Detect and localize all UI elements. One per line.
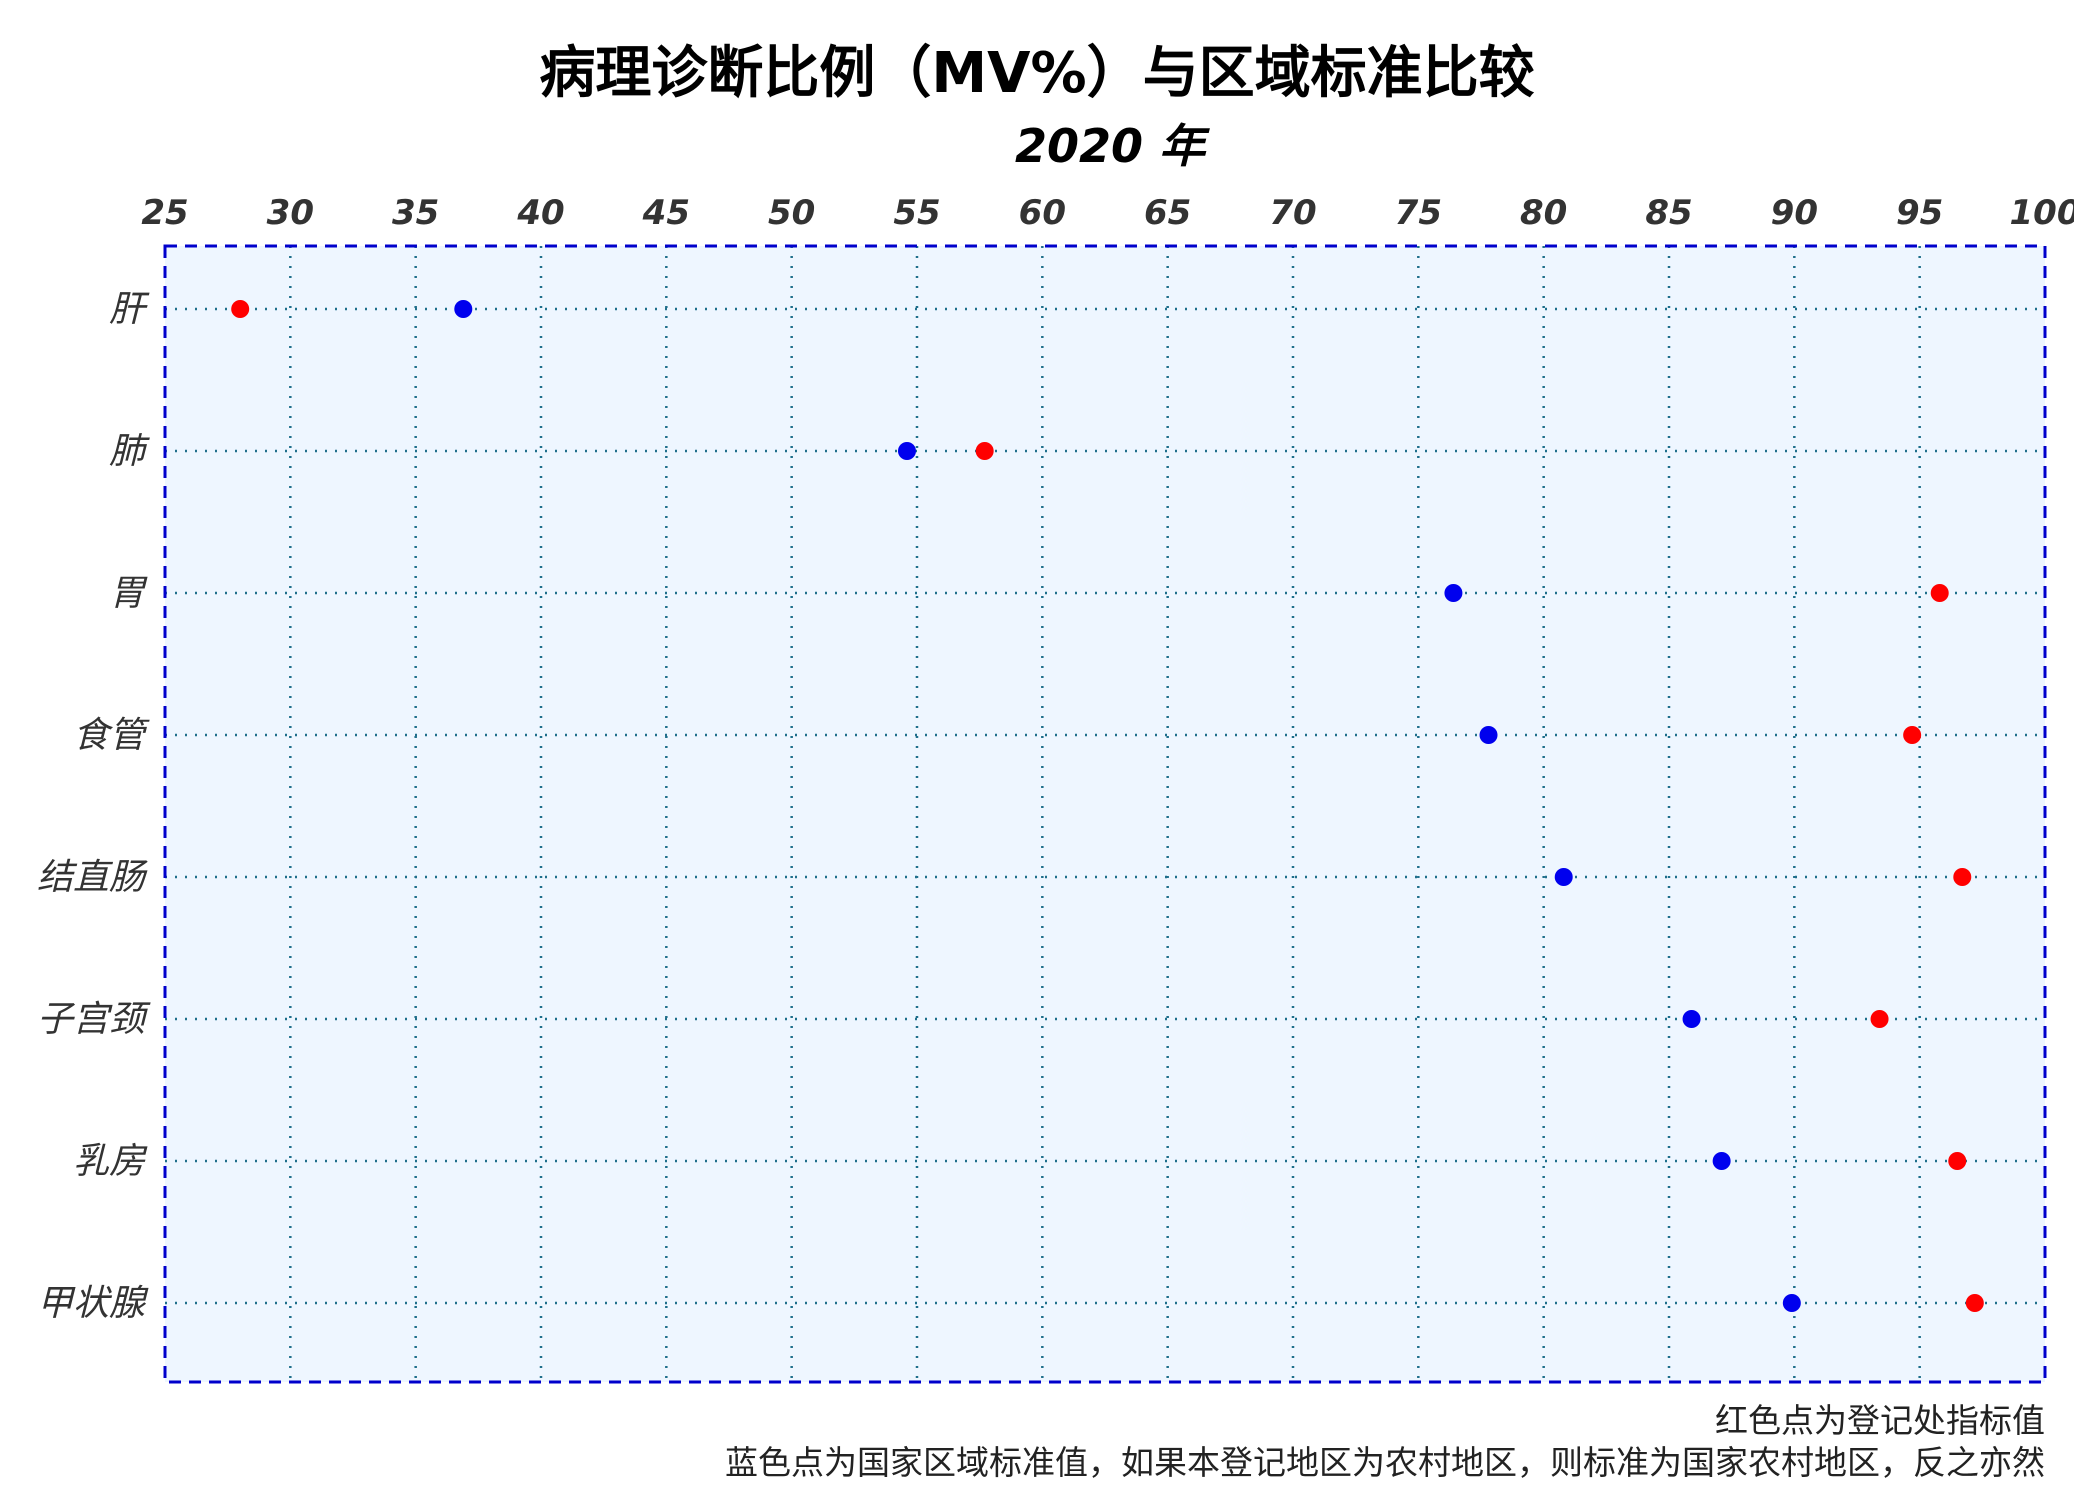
note-blue: 蓝色点为国家区域标准值，如果本登记地区为农村地区，则标准为国家农村地区，反之亦然 xyxy=(725,1443,2045,1482)
x-tick-label: 30 xyxy=(267,193,314,233)
category-label: 子宫颈 xyxy=(37,999,151,1040)
data-point-red xyxy=(231,300,250,318)
x-tick-label: 50 xyxy=(768,193,815,233)
x-tick-label: 75 xyxy=(1395,193,1442,233)
x-tick-label: 55 xyxy=(893,193,940,233)
x-tick-label: 90 xyxy=(1771,193,1818,233)
category-label: 肺 xyxy=(109,431,150,472)
category-label: 食管 xyxy=(73,715,150,756)
data-point-blue xyxy=(1479,726,1498,744)
data-point-blue xyxy=(1782,1294,1801,1312)
data-point-blue xyxy=(1444,584,1463,602)
category-label: 胃 xyxy=(109,573,148,614)
x-tick-label: 25 xyxy=(141,193,188,233)
data-point-blue xyxy=(897,442,916,460)
data-point-blue xyxy=(1682,1010,1701,1028)
data-point-blue xyxy=(454,300,473,318)
data-points xyxy=(231,300,1984,1312)
x-tick-label: 35 xyxy=(392,193,439,233)
data-point-red xyxy=(1953,868,1972,886)
x-axis-ticks: 25 30 35 40 45 50 55 60 65 70 75 80 85 90 95 100 xyxy=(141,193,2074,233)
category-label: 肝 xyxy=(109,289,150,330)
category-label: 结直肠 xyxy=(37,857,148,898)
note-red: 红色点为登记处指标值 xyxy=(1715,1401,2045,1440)
chart-title: 病理诊断比例（MV%）与区域标准比较 xyxy=(539,41,1534,106)
data-point-red xyxy=(1930,584,1949,602)
x-tick-label: 70 xyxy=(1269,193,1316,233)
x-tick-label: 80 xyxy=(1520,193,1567,233)
data-point-blue xyxy=(1712,1152,1731,1170)
x-tick-label: 100 xyxy=(2010,193,2074,233)
data-point-blue xyxy=(1554,868,1573,886)
grid xyxy=(163,246,2047,1382)
data-point-red xyxy=(1948,1152,1967,1170)
x-tick-label: 40 xyxy=(516,193,564,233)
x-tick-label: 45 xyxy=(642,193,690,233)
x-tick-label: 60 xyxy=(1019,193,1066,233)
data-point-red xyxy=(1965,1294,1984,1312)
data-point-red xyxy=(1903,726,1922,744)
x-tick-label: 95 xyxy=(1896,193,1943,233)
plot-background xyxy=(165,246,2045,1382)
data-point-red xyxy=(975,442,994,460)
category-label: 乳房 xyxy=(73,1141,148,1182)
data-point-red xyxy=(1870,1010,1889,1028)
x-tick-label: 85 xyxy=(1645,193,1692,233)
plot-border xyxy=(163,244,2047,1384)
x-tick-label: 65 xyxy=(1144,193,1191,233)
chart-subtitle: 2020 年 xyxy=(1015,119,1210,173)
category-label: 甲状腺 xyxy=(37,1283,149,1324)
